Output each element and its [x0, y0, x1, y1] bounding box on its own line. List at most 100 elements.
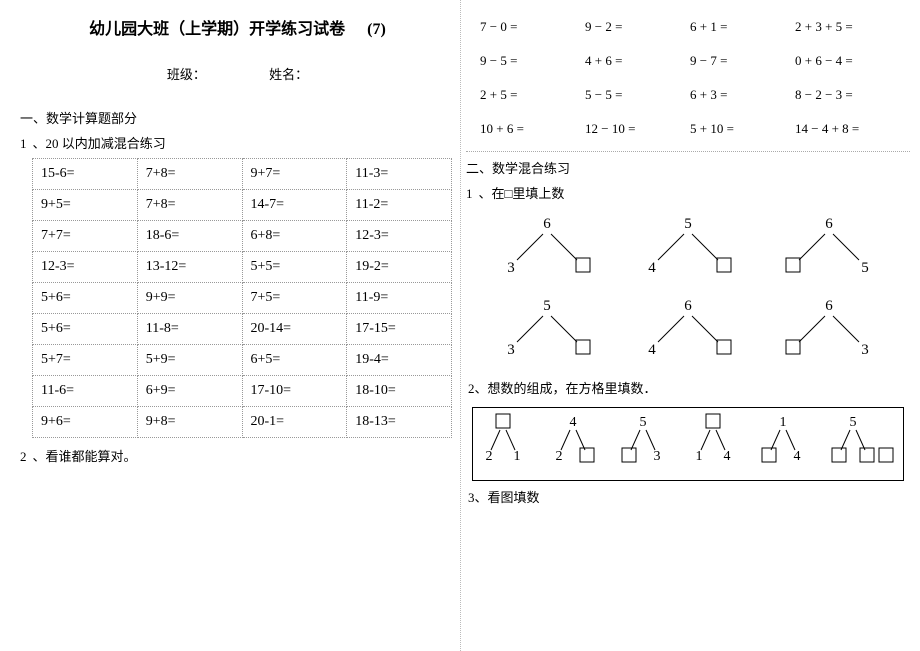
- composition-box: 21425314145: [472, 407, 904, 481]
- table-cell: 7+8=: [137, 190, 242, 221]
- svg-text:1: 1: [780, 415, 787, 430]
- class-label: 班级：: [167, 64, 206, 83]
- grid-cell: 14 − 4 + 8 =: [795, 121, 900, 137]
- table-row: 7+7=18-6=6+8=12-3=: [33, 221, 452, 252]
- number-split-row: 635465: [466, 208, 910, 290]
- table-cell: 6+9=: [137, 376, 242, 407]
- right-column: 7 − 0 =9 − 2 =6 + 1 =2 + 3 + 5 =9 − 5 =4…: [460, 0, 920, 651]
- r-sub3-text: 、看图填数: [475, 490, 540, 505]
- table-cell: 12-3=: [347, 221, 452, 252]
- title-number: (7): [367, 21, 386, 38]
- grid-cell: 6 + 1 =: [690, 19, 795, 35]
- sub2-num: 2: [20, 449, 27, 464]
- table-cell: 11-6=: [33, 376, 138, 407]
- r-sub2-text: 、想数的组成，在方格里填数．: [475, 381, 657, 396]
- table-cell: 9+9=: [137, 283, 242, 314]
- section1-heading: 一、数学计算题部分: [20, 108, 455, 127]
- grid-cell: 12 − 10 =: [585, 121, 690, 137]
- r-sub3-heading: 3、看图填数: [468, 487, 910, 506]
- table-cell: 20-14=: [242, 314, 347, 345]
- table-cell: 15-6=: [33, 159, 138, 190]
- svg-text:6: 6: [826, 298, 834, 314]
- table-cell: 6+5=: [242, 345, 347, 376]
- table-cell: 9+6=: [33, 407, 138, 438]
- table-cell: 11-8=: [137, 314, 242, 345]
- svg-text:5: 5: [850, 415, 857, 430]
- table-cell: 17-10=: [242, 376, 347, 407]
- r-sub1-text: 、在□里填上数: [479, 186, 565, 201]
- number-split: 63: [487, 214, 607, 284]
- grid-cell: 2 + 5 =: [480, 87, 585, 103]
- section2-heading: 二、数学混合练习: [466, 158, 910, 177]
- table-cell: 17-15=: [347, 314, 452, 345]
- sub1-heading: 1 、20 以内加减混合练习: [20, 133, 455, 152]
- table-cell: 7+5=: [242, 283, 347, 314]
- table-row: 5+7=5+9=6+5=19-4=: [33, 345, 452, 376]
- svg-text:6: 6: [826, 216, 834, 232]
- grid-cell: 9 − 5 =: [480, 53, 585, 69]
- grid-cell: 6 + 3 =: [690, 87, 795, 103]
- svg-text:2: 2: [486, 449, 493, 464]
- table-cell: 11-9=: [347, 283, 452, 314]
- table-row: 15-6=7+8=9+7=11-3=: [33, 159, 452, 190]
- svg-text:1: 1: [514, 449, 521, 464]
- grid-cell: 8 − 2 − 3 =: [795, 87, 900, 103]
- table-cell: 5+9=: [137, 345, 242, 376]
- number-split: 64: [628, 296, 748, 366]
- grid-cell: 9 − 2 =: [585, 19, 690, 35]
- number-split-row: 536463: [466, 290, 910, 372]
- r-sub1-num: 1: [466, 186, 473, 201]
- name-label: 姓名：: [269, 64, 308, 83]
- title-main: 幼儿园大班（上学期）开学练习试卷: [89, 21, 345, 38]
- number-split: 65: [769, 214, 889, 284]
- sub1-num: 1: [20, 136, 27, 151]
- table-cell: 18-13=: [347, 407, 452, 438]
- svg-text:4: 4: [794, 449, 801, 464]
- svg-text:4: 4: [724, 449, 731, 464]
- svg-text:5: 5: [640, 415, 647, 430]
- table-cell: 5+7=: [33, 345, 138, 376]
- svg-text:3: 3: [654, 449, 661, 464]
- grid-cell: 5 + 10 =: [690, 121, 795, 137]
- table-cell: 19-2=: [347, 252, 452, 283]
- table-cell: 7+8=: [137, 159, 242, 190]
- table-row: 5+6=9+9=7+5=11-9=: [33, 283, 452, 314]
- table-cell: 20-1=: [242, 407, 347, 438]
- table-row: 12-3=13-12=5+5=19-2=: [33, 252, 452, 283]
- sub2-heading: 2 、看谁都能算对。: [20, 446, 455, 465]
- table-cell: 12-3=: [33, 252, 138, 283]
- arithmetic-table: 15-6=7+8=9+7=11-3=9+5=7+8=14-7=11-2=7+7=…: [32, 158, 452, 438]
- svg-text:5: 5: [543, 298, 551, 314]
- svg-text:3: 3: [862, 342, 870, 358]
- table-cell: 5+5=: [242, 252, 347, 283]
- grid-cell: 5 − 5 =: [585, 87, 690, 103]
- table-row: 11-6=6+9=17-10=18-10=: [33, 376, 452, 407]
- table-cell: 13-12=: [137, 252, 242, 283]
- svg-text:3: 3: [507, 260, 515, 276]
- table-cell: 19-4=: [347, 345, 452, 376]
- sub1-text: 、20 以内加减混合练习: [33, 136, 166, 151]
- sub2-text: 、看谁都能算对。: [33, 449, 137, 464]
- grid-cell: 10 + 6 =: [480, 121, 585, 137]
- form-line: 班级： 姓名：: [20, 64, 455, 83]
- svg-text:4: 4: [648, 260, 656, 276]
- svg-text:2: 2: [556, 449, 563, 464]
- table-cell: 11-2=: [347, 190, 452, 221]
- number-split: 54: [628, 214, 748, 284]
- grid-cell: 2 + 3 + 5 =: [795, 19, 900, 35]
- r-sub1-heading: 1 、在□里填上数: [466, 183, 910, 202]
- svg-text:6: 6: [684, 298, 692, 314]
- table-cell: 9+8=: [137, 407, 242, 438]
- table-cell: 14-7=: [242, 190, 347, 221]
- table-cell: 6+8=: [242, 221, 347, 252]
- table-cell: 11-3=: [347, 159, 452, 190]
- table-cell: 7+7=: [33, 221, 138, 252]
- svg-text:6: 6: [543, 216, 551, 232]
- svg-text:5: 5: [862, 260, 870, 276]
- svg-text:5: 5: [684, 216, 692, 232]
- arithmetic-grid: 7 − 0 =9 − 2 =6 + 1 =2 + 3 + 5 =9 − 5 =4…: [466, 15, 910, 152]
- table-cell: 18-6=: [137, 221, 242, 252]
- grid-cell: 9 − 7 =: [690, 53, 795, 69]
- table-row: 9+6=9+8=20-1=18-13=: [33, 407, 452, 438]
- table-cell: 18-10=: [347, 376, 452, 407]
